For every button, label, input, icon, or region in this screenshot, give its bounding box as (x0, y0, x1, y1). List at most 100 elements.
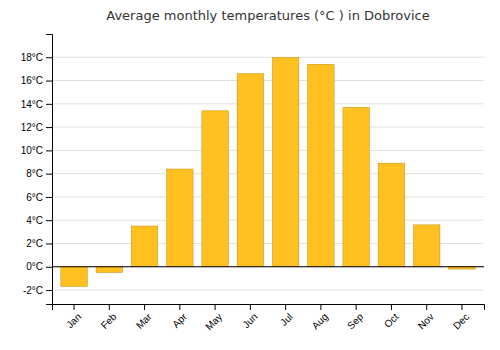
x-tick-mark (320, 304, 321, 310)
x-tick-label: Jun (240, 311, 259, 330)
y-tick: -2°C (23, 285, 52, 296)
y-tick: 10°C (21, 145, 52, 156)
y-tick-label: 10°C (21, 145, 43, 156)
bar (167, 169, 193, 267)
y-tick-mark (46, 243, 52, 244)
x-tick-label: Jul (278, 311, 295, 328)
x-tick-mark (250, 304, 251, 310)
zero-line (52, 266, 484, 267)
title: Average monthly temperatures (°C ) in Do… (106, 8, 429, 23)
bar (308, 64, 334, 266)
grid-line (52, 80, 484, 81)
y-tick-mark (46, 81, 52, 82)
x-tick-label: Feb (99, 311, 119, 331)
grid-line (52, 196, 484, 197)
y-axis: -2°C 0°C 2°C 4°C 6°C 8°C 10°C 12°C 14°C 16°C 18°C (21, 35, 53, 305)
bar (131, 226, 157, 267)
chart: -2°C 0°C 2°C 4°C 6°C 8°C 10°C 12°C 14°C 16°C 18°C J… (0, 0, 500, 350)
y-tick-mark (46, 220, 52, 221)
bar (96, 267, 122, 273)
y-tick-label: 18°C (21, 52, 43, 63)
bar (378, 163, 404, 267)
x-tick-label: Mar (134, 311, 154, 331)
x-tick: Jul (278, 304, 295, 328)
bar (343, 107, 369, 266)
bar (413, 225, 439, 267)
grid-line (52, 57, 484, 58)
y-tick: 8°C (26, 168, 52, 179)
y-tick-label: 12°C (21, 122, 43, 133)
grid-line (52, 127, 484, 128)
x-tick: Oct (382, 304, 401, 330)
y-tick: 0°C (26, 261, 52, 272)
bar (202, 111, 228, 267)
y-tick-label: 2°C (26, 238, 43, 249)
x-tick-label: Aug (310, 311, 330, 331)
y-tick-label: 14°C (21, 99, 43, 110)
x-tick: Nov (416, 304, 436, 331)
bar (272, 57, 298, 266)
y-tick-mark (46, 174, 52, 175)
x-tick-mark (461, 304, 462, 310)
y-axis-line (46, 35, 53, 305)
y-tick-mark (46, 57, 52, 58)
y-tick-mark (46, 290, 52, 291)
x-tick: Apr (170, 304, 189, 330)
x-tick-label: Dec (451, 311, 471, 331)
grid-line (52, 150, 484, 151)
y-tick-mark (46, 267, 52, 268)
x-tick-label: Oct (382, 311, 401, 330)
plot: -2°C 0°C 2°C 4°C 6°C 8°C 10°C 12°C 14°C 16°C 18°C J… (21, 35, 485, 333)
y-tick-mark (46, 197, 52, 198)
grid-line (52, 266, 484, 267)
y-tick: 2°C (26, 238, 52, 249)
grid-line (52, 290, 484, 291)
x-tick: Mar (134, 304, 154, 331)
x-tick-mark (426, 304, 427, 310)
grid-line (52, 220, 484, 221)
x-tick-label: May (203, 311, 224, 332)
x-tick-label: Apr (170, 311, 189, 330)
y-tick: 14°C (21, 99, 52, 110)
x-tick-mark (215, 304, 216, 310)
x-tick: Sep (345, 304, 366, 331)
x-tick-mark (391, 304, 392, 310)
y-tick-mark (46, 150, 52, 151)
y-tick-label: -2°C (23, 285, 43, 296)
x-tick-mark (144, 304, 145, 310)
x-tick: Jun (240, 304, 259, 330)
y-tick: 6°C (26, 192, 52, 203)
x-tick-mark (285, 304, 286, 310)
bar (237, 74, 263, 267)
y-tick: 4°C (26, 215, 52, 226)
x-tick-label: Sep (345, 311, 366, 332)
y-tick-label: 6°C (26, 192, 43, 203)
y-tick-label: 8°C (26, 168, 43, 179)
grid (52, 57, 484, 290)
y-tick-mark (46, 127, 52, 128)
x-tick-mark (356, 304, 357, 310)
x-tick-mark (74, 304, 75, 310)
bar (61, 267, 87, 287)
x-axis-line (53, 305, 485, 311)
x-tick: Feb (99, 304, 119, 331)
x-tick: May (203, 304, 224, 332)
x-tick: Aug (310, 304, 330, 331)
grid-line (52, 103, 484, 104)
y-tick: 16°C (21, 75, 52, 86)
x-tick-mark (109, 304, 110, 310)
y-tick: 12°C (21, 122, 52, 133)
y-tick-label: 16°C (21, 75, 43, 86)
x-tick-label: Jan (64, 311, 83, 330)
y-tick-label: 4°C (26, 215, 43, 226)
x-tick: Jan (64, 304, 83, 330)
bars (52, 57, 484, 286)
grid-line (52, 173, 484, 174)
y-tick-label: 0°C (26, 261, 43, 272)
x-tick: Dec (451, 304, 471, 331)
x-tick-mark (179, 304, 180, 310)
y-tick: 18°C (21, 52, 52, 63)
y-tick-mark (46, 104, 52, 105)
x-tick-label: Nov (416, 311, 436, 331)
x-axis: Jan Feb Mar Apr May Jun Jul Aug Sep Oct Nov Dec (53, 304, 485, 332)
